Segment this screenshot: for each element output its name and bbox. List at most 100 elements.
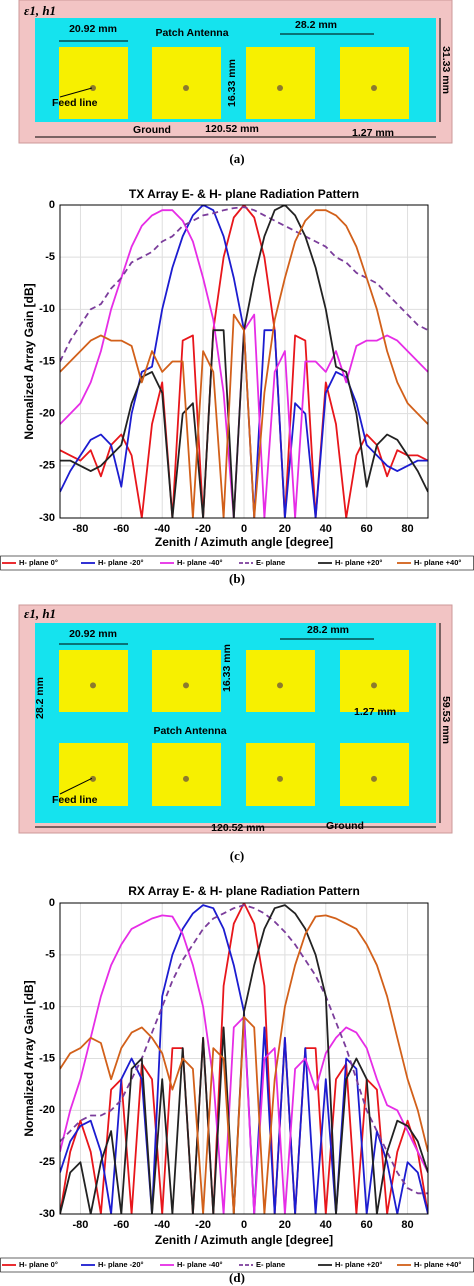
patch bbox=[246, 743, 315, 806]
patch bbox=[59, 650, 128, 712]
series-line bbox=[60, 205, 428, 518]
spacing-label: 28.2 mm bbox=[295, 19, 337, 31]
y-tick-label: -25 bbox=[39, 460, 55, 472]
legend-label: H- plane -20° bbox=[98, 558, 144, 567]
y-tick-label: -25 bbox=[39, 1156, 55, 1168]
x-tick-label: -20 bbox=[195, 1219, 211, 1231]
patch bbox=[340, 650, 409, 712]
x-tick-label: 0 bbox=[241, 1219, 247, 1231]
x-axis-label: Zenith / Azimuth angle [degree] bbox=[155, 535, 333, 549]
legend-label: H- plane -40° bbox=[177, 1260, 223, 1269]
x-tick-label: -80 bbox=[72, 523, 88, 535]
legend-label: H- plane -20° bbox=[98, 1260, 144, 1269]
feed-point bbox=[183, 775, 189, 782]
feed-width-label: 1.27 mm bbox=[352, 127, 394, 139]
feed-point bbox=[90, 682, 96, 689]
feed-point bbox=[183, 85, 189, 92]
legend-label: H- plane +20° bbox=[335, 558, 382, 567]
legend-label: H- plane -40° bbox=[177, 558, 223, 567]
feed-label: Feed line bbox=[52, 794, 98, 806]
patch-height-label: 16.33 mm bbox=[226, 59, 238, 107]
x-axis-label: Zenith / Azimuth angle [degree] bbox=[155, 1233, 333, 1247]
board-height-label: 59.53 mm bbox=[440, 696, 452, 744]
series-line bbox=[60, 904, 428, 1214]
patch-height-label: 16.33 mm bbox=[221, 644, 233, 692]
x-tick-label: 60 bbox=[361, 1219, 373, 1231]
feed-point bbox=[90, 85, 96, 92]
legend-label: H- plane 0° bbox=[19, 1260, 58, 1269]
x-tick-label: 40 bbox=[320, 1219, 332, 1231]
legend-label: H- plane +40° bbox=[414, 1260, 461, 1269]
y-tick-label: -20 bbox=[39, 408, 55, 420]
x-tick-label: 0 bbox=[241, 523, 247, 535]
patch bbox=[246, 650, 315, 712]
feed-label: Feed line bbox=[52, 97, 98, 109]
chart-title: RX Array E- & H- plane Radiation Pattern bbox=[128, 884, 360, 898]
y-tick-label: -15 bbox=[39, 355, 55, 367]
legend-label: H- plane 0° bbox=[19, 558, 58, 567]
title-label: Patch Antenna bbox=[155, 27, 228, 39]
x-tick-label: 60 bbox=[361, 523, 373, 535]
pointer bbox=[59, 777, 93, 795]
caption: (a) bbox=[229, 151, 244, 166]
patch bbox=[152, 47, 221, 119]
board-width-label: 120.52 mm bbox=[205, 123, 259, 135]
feed-point bbox=[277, 682, 283, 689]
legend-label: E- plane bbox=[256, 1260, 285, 1269]
patch bbox=[152, 650, 221, 712]
y-tick-label: -5 bbox=[45, 251, 55, 263]
material-label: ε1, h1 bbox=[24, 606, 56, 621]
legend-label: H- plane +40° bbox=[414, 558, 461, 567]
patch-width-label: 20.92 mm bbox=[69, 628, 117, 640]
series-line bbox=[60, 914, 428, 1214]
series-line bbox=[60, 209, 428, 518]
board-height-label: 31.33 mm bbox=[440, 46, 452, 94]
x-tick-label: -20 bbox=[195, 523, 211, 535]
patch bbox=[59, 743, 128, 806]
patch bbox=[59, 47, 128, 119]
chart-title: TX Array E- & H- plane Radiation Pattern bbox=[129, 187, 359, 201]
y-tick-label: -10 bbox=[39, 1001, 55, 1013]
ground-label: Ground bbox=[326, 820, 364, 832]
y-tick-label: -10 bbox=[39, 303, 55, 315]
x-tick-label: -60 bbox=[113, 523, 129, 535]
patch bbox=[340, 47, 409, 119]
y-axis-label: Normalized Array Gain [dB] bbox=[22, 980, 36, 1136]
board-width-label: 120.52 mm bbox=[211, 822, 265, 834]
patch-width-label: 20.92 mm bbox=[69, 23, 117, 35]
x-tick-label: -60 bbox=[113, 1219, 129, 1231]
title-label: Patch Antenna bbox=[153, 725, 226, 737]
material-label: ε1, h1 bbox=[24, 3, 56, 18]
vertical-spacing-label: 28.2 mm bbox=[34, 677, 46, 719]
ground-label: Ground bbox=[133, 124, 171, 136]
plot-frame bbox=[59, 902, 429, 1215]
patch bbox=[152, 743, 221, 806]
x-tick-label: 20 bbox=[279, 1219, 291, 1231]
legend-label: H- plane +20° bbox=[335, 1260, 382, 1269]
caption: (c) bbox=[230, 848, 244, 863]
pointer bbox=[59, 87, 93, 98]
y-tick-label: 0 bbox=[49, 199, 55, 211]
x-tick-label: 40 bbox=[320, 523, 332, 535]
x-tick-label: 80 bbox=[401, 1219, 413, 1231]
feed-point bbox=[371, 775, 377, 782]
feed-width-label: 1.27 mm bbox=[354, 706, 396, 718]
feed-point bbox=[277, 85, 283, 92]
y-tick-label: -5 bbox=[45, 949, 55, 961]
y-tick-label: -15 bbox=[39, 1052, 55, 1064]
x-tick-label: 20 bbox=[279, 523, 291, 535]
y-tick-label: 0 bbox=[49, 897, 55, 909]
x-tick-label: -80 bbox=[72, 1219, 88, 1231]
feed-point bbox=[277, 775, 283, 782]
y-tick-label: -20 bbox=[39, 1104, 55, 1116]
y-tick-label: -30 bbox=[39, 1208, 55, 1220]
x-tick-label: -40 bbox=[154, 523, 170, 535]
x-tick-label: 80 bbox=[401, 523, 413, 535]
caption: (d) bbox=[229, 1270, 245, 1285]
feed-point bbox=[371, 682, 377, 689]
legend-label: E- plane bbox=[256, 558, 285, 567]
plot-frame bbox=[59, 204, 429, 519]
x-tick-label: -40 bbox=[154, 1219, 170, 1231]
spacing-label: 28.2 mm bbox=[307, 624, 349, 636]
